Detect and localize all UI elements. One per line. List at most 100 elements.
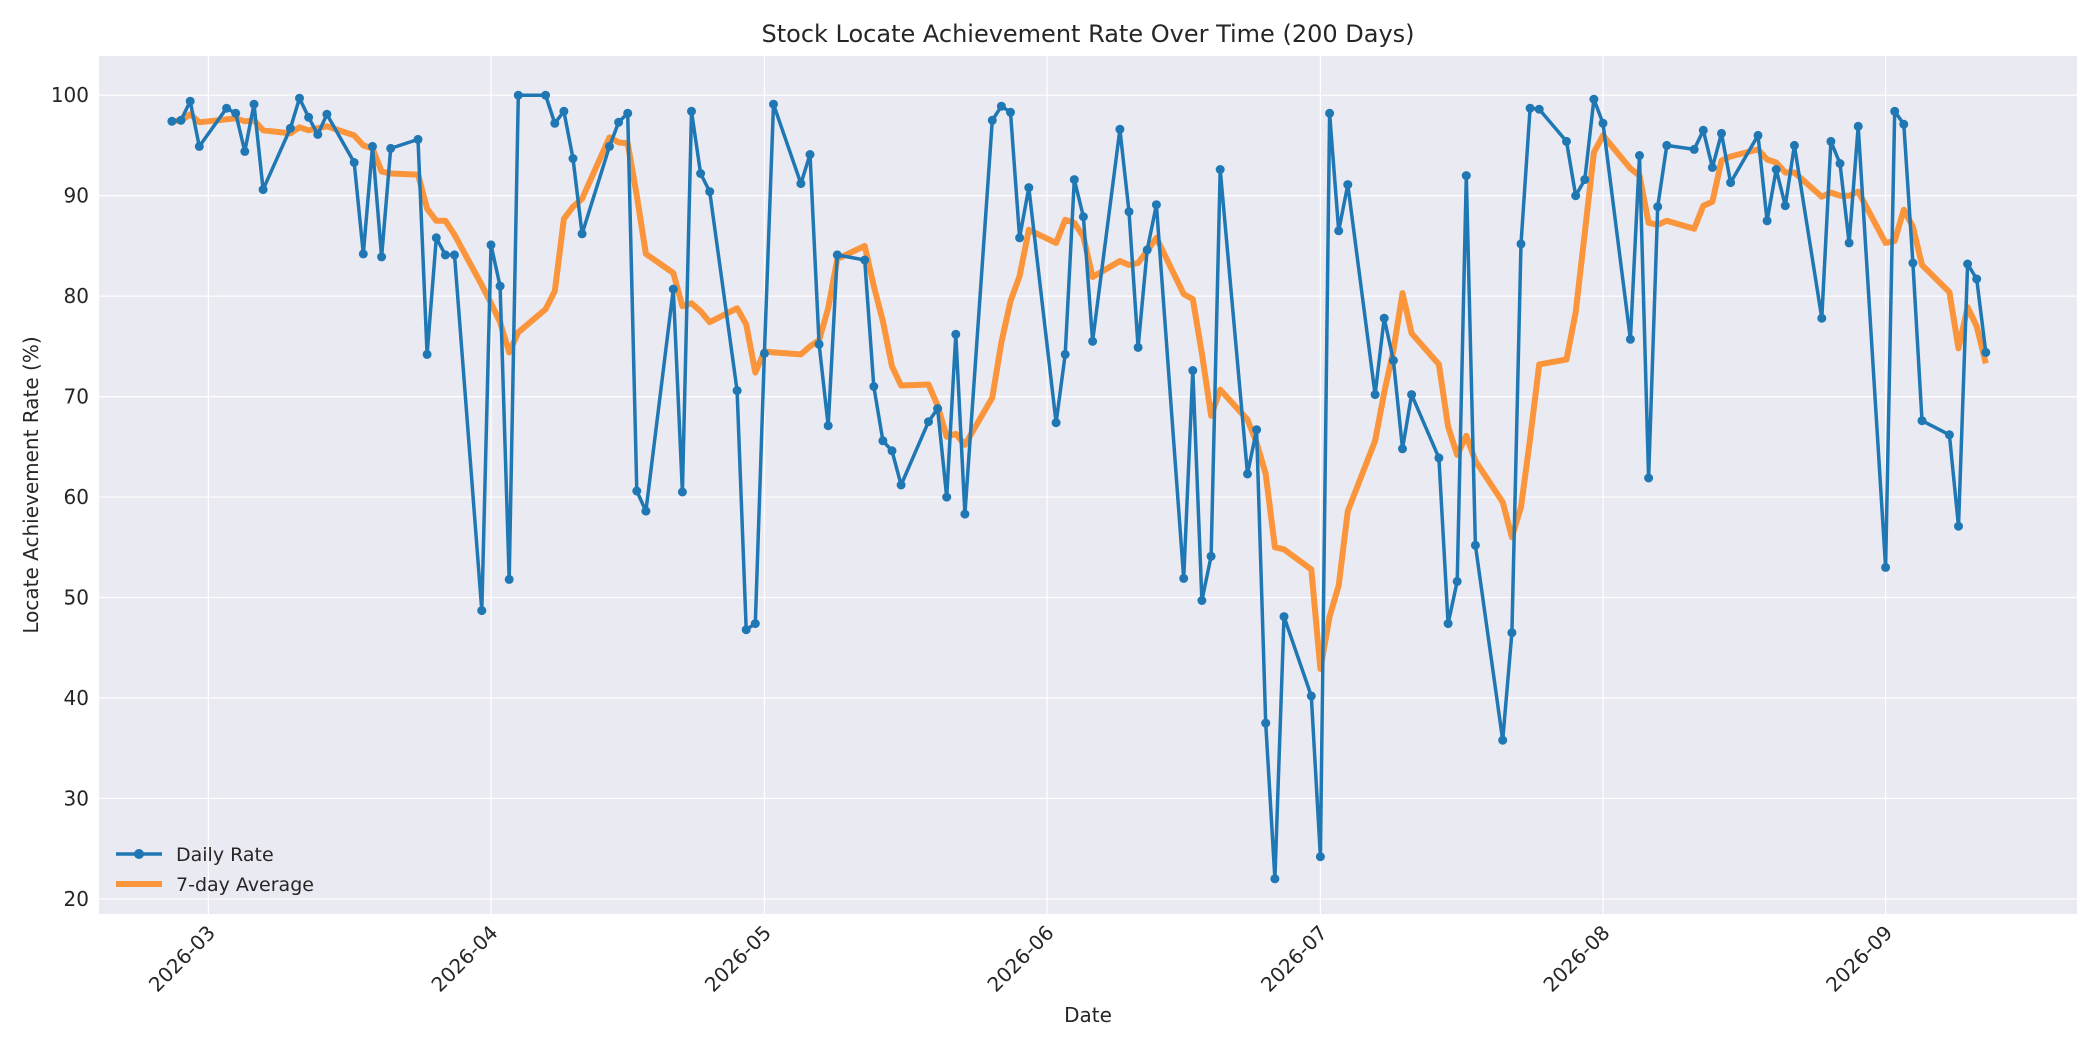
daily-point [1443,619,1453,629]
y-tick-label: 100 [51,83,89,107]
daily-point [832,250,842,260]
daily-point [1261,718,1271,728]
daily-point [1470,540,1480,550]
daily-point [495,281,505,291]
daily-point [450,250,459,260]
daily-point [313,129,323,139]
daily-point [1006,107,1015,117]
daily-point [176,115,186,125]
daily-point [1015,233,1025,243]
legend-average-label: 7-day Average [176,874,314,896]
daily-point [1206,551,1216,561]
legend: Daily Rate 7-day Average [116,844,314,896]
daily-series [167,90,1991,884]
average-series-line [171,111,1989,672]
daily-point [1124,207,1134,217]
daily-point [1398,444,1407,454]
daily-point [987,115,997,125]
daily-point [896,480,906,490]
daily-point [759,348,769,358]
daily-point [1981,347,1991,357]
daily-point [577,229,587,239]
daily-point [1525,103,1535,113]
daily-point [1625,334,1635,344]
daily-point [1589,94,1599,104]
daily-point [1835,159,1845,168]
daily-point [1899,119,1909,129]
daily-point [741,625,751,635]
daily-point [440,250,450,260]
daily-point [1963,259,1973,269]
daily-point [1388,355,1398,365]
daily-point [942,492,952,502]
daily-point [413,134,423,144]
daily-point [805,150,815,159]
daily-point [1653,202,1663,212]
daily-point [1507,628,1517,638]
daily-point [1306,691,1316,701]
daily-point [1580,175,1590,185]
daily-point [732,386,742,396]
daily-point [222,103,232,113]
daily-point [623,108,633,118]
daily-point [1024,183,1034,193]
daily-point [1644,473,1654,483]
daily-point [541,90,551,100]
daily-point [1890,106,1900,116]
daily-point [632,486,642,496]
daily-point [304,112,314,122]
daily-point [431,233,441,243]
daily-point [1060,349,1070,359]
daily-point [860,255,870,265]
daily-point [1243,469,1252,479]
plot-area [99,56,2077,914]
daily-point [249,99,259,109]
daily-point [285,123,295,133]
daily-point [1853,121,1863,131]
daily-point [1534,104,1544,114]
daily-point [1379,313,1389,323]
daily-point [1917,416,1927,426]
daily-point [1972,274,1982,284]
daily-point [1051,418,1061,428]
y-tick-label: 30 [64,786,89,810]
y-tick-label: 20 [64,887,89,911]
daily-point [1133,342,1143,352]
daily-point [1142,245,1152,255]
daily-point [1434,453,1444,463]
daily-point [550,118,560,128]
daily-point [1325,108,1335,118]
daily-point [1717,128,1726,138]
daily-point [1279,612,1289,622]
daily-point [1780,201,1790,211]
y-axis-title: Locate Achievement Rate (%) [19,336,43,633]
daily-point [1707,163,1717,172]
daily-point [1908,258,1918,268]
daily-point [887,446,897,456]
daily-point [1635,151,1644,160]
daily-point [869,382,879,391]
daily-point [1215,165,1225,174]
daily-point [1088,336,1098,346]
daily-point [1944,430,1954,440]
daily-point [231,108,241,118]
daily-point [1197,596,1207,605]
daily-point [687,106,696,116]
daily-point [1753,130,1763,140]
daily-point [568,154,578,163]
daily-point [349,158,359,167]
daily-point [422,349,432,359]
daily-point [1516,239,1526,249]
x-axis-title: Date [1064,1003,1112,1027]
daily-point [1315,852,1325,862]
daily-point [386,143,396,153]
chart-title: Stock Locate Achievement Rate Over Time … [761,20,1414,48]
daily-point [696,169,706,178]
daily-point [1817,313,1827,323]
daily-point [1252,425,1262,435]
daily-point [878,436,888,446]
daily-point [1179,573,1189,583]
daily-point [240,146,250,156]
daily-point [1461,171,1471,181]
daily-point [1689,144,1699,154]
